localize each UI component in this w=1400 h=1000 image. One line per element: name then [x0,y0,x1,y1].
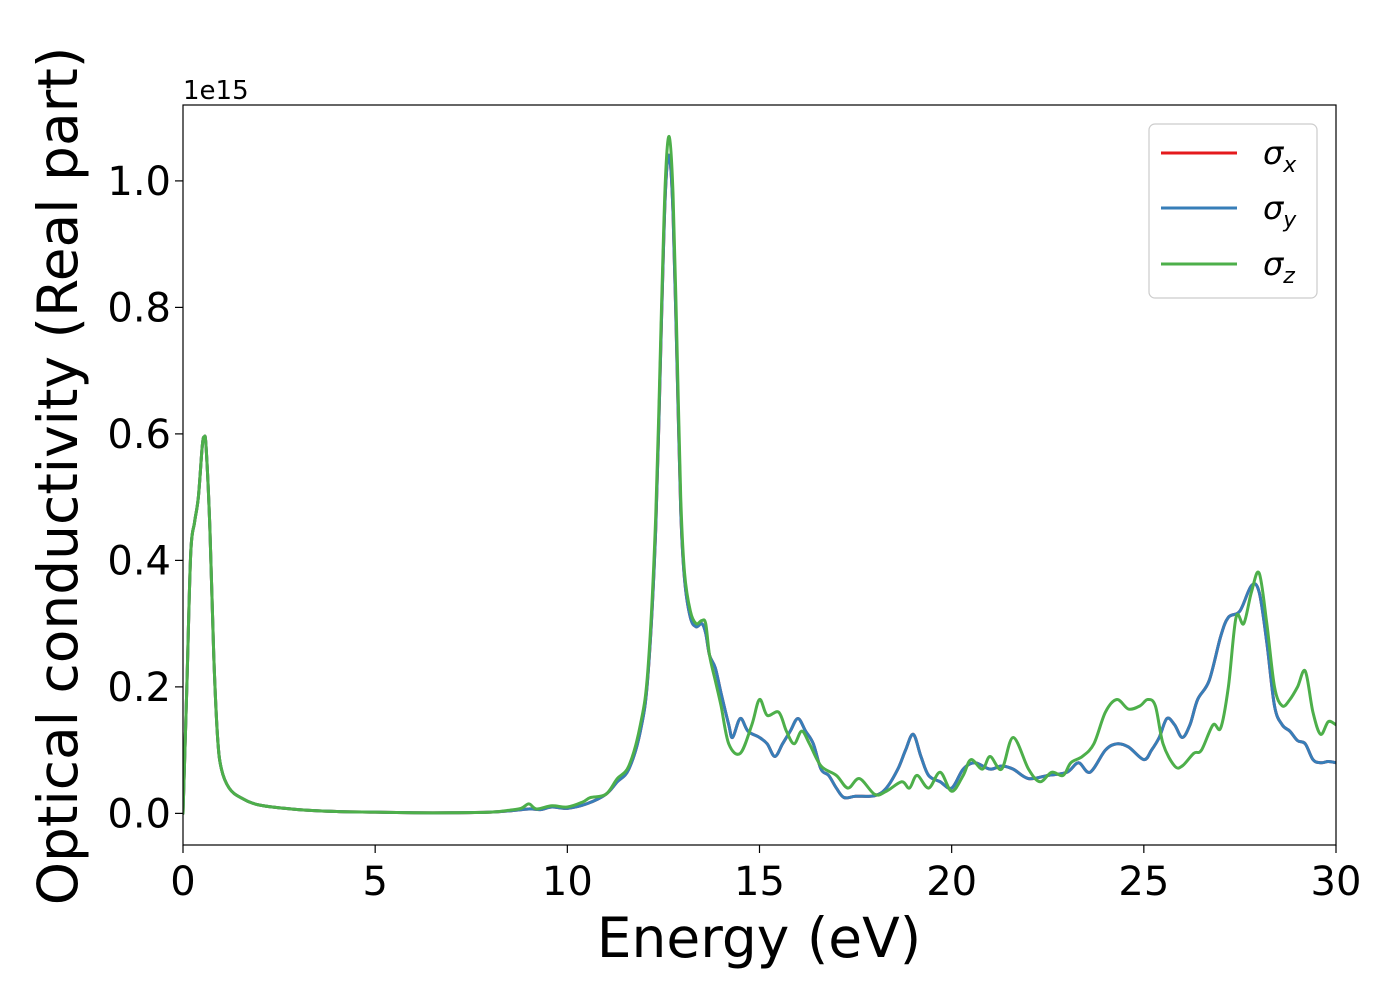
x-tick-label: 5 [362,859,387,905]
y-tick-label: 0.2 [107,665,171,711]
y-tick-label: 1.0 [107,159,171,205]
legend-subscript: x [1282,153,1297,178]
y-axis: 0.0 0.2 0.4 0.6 0.8 1.0 [107,159,183,837]
series-line-sigma-z [183,135,1336,815]
x-axis: 0 5 10 15 20 25 30 [170,845,1361,905]
x-tick-label: 20 [926,859,977,905]
legend-label-sigma-z: σz [1263,245,1295,289]
legend-symbol: σ [1263,245,1285,283]
y-tick-label: 0.6 [107,412,171,458]
x-tick-label: 15 [734,859,785,905]
plot-area [183,105,1336,845]
y-tick-label: 0.0 [107,791,171,837]
legend-symbol: σ [1263,134,1285,172]
x-axis-title: Energy (eV) [597,906,921,970]
y-tick-label: 0.4 [107,538,171,584]
x-tick-label: 10 [542,859,593,905]
x-tick-label: 25 [1118,859,1169,905]
x-tick-label: 0 [170,859,195,905]
legend-label-sigma-y: σy [1263,189,1297,233]
legend-label-sigma-x: σx [1263,134,1297,178]
y-tick-label: 0.8 [107,285,171,331]
series-layer [183,135,1336,815]
legend-box [1148,123,1318,299]
y-axis-title: Optical conductivity (Real part) [26,47,90,906]
y-offset-label: 1e15 [183,76,249,106]
legend-symbol: σ [1263,189,1285,227]
legend-subscript: z [1282,264,1295,289]
legend-subscript: y [1282,208,1297,233]
x-tick-label: 30 [1311,859,1362,905]
